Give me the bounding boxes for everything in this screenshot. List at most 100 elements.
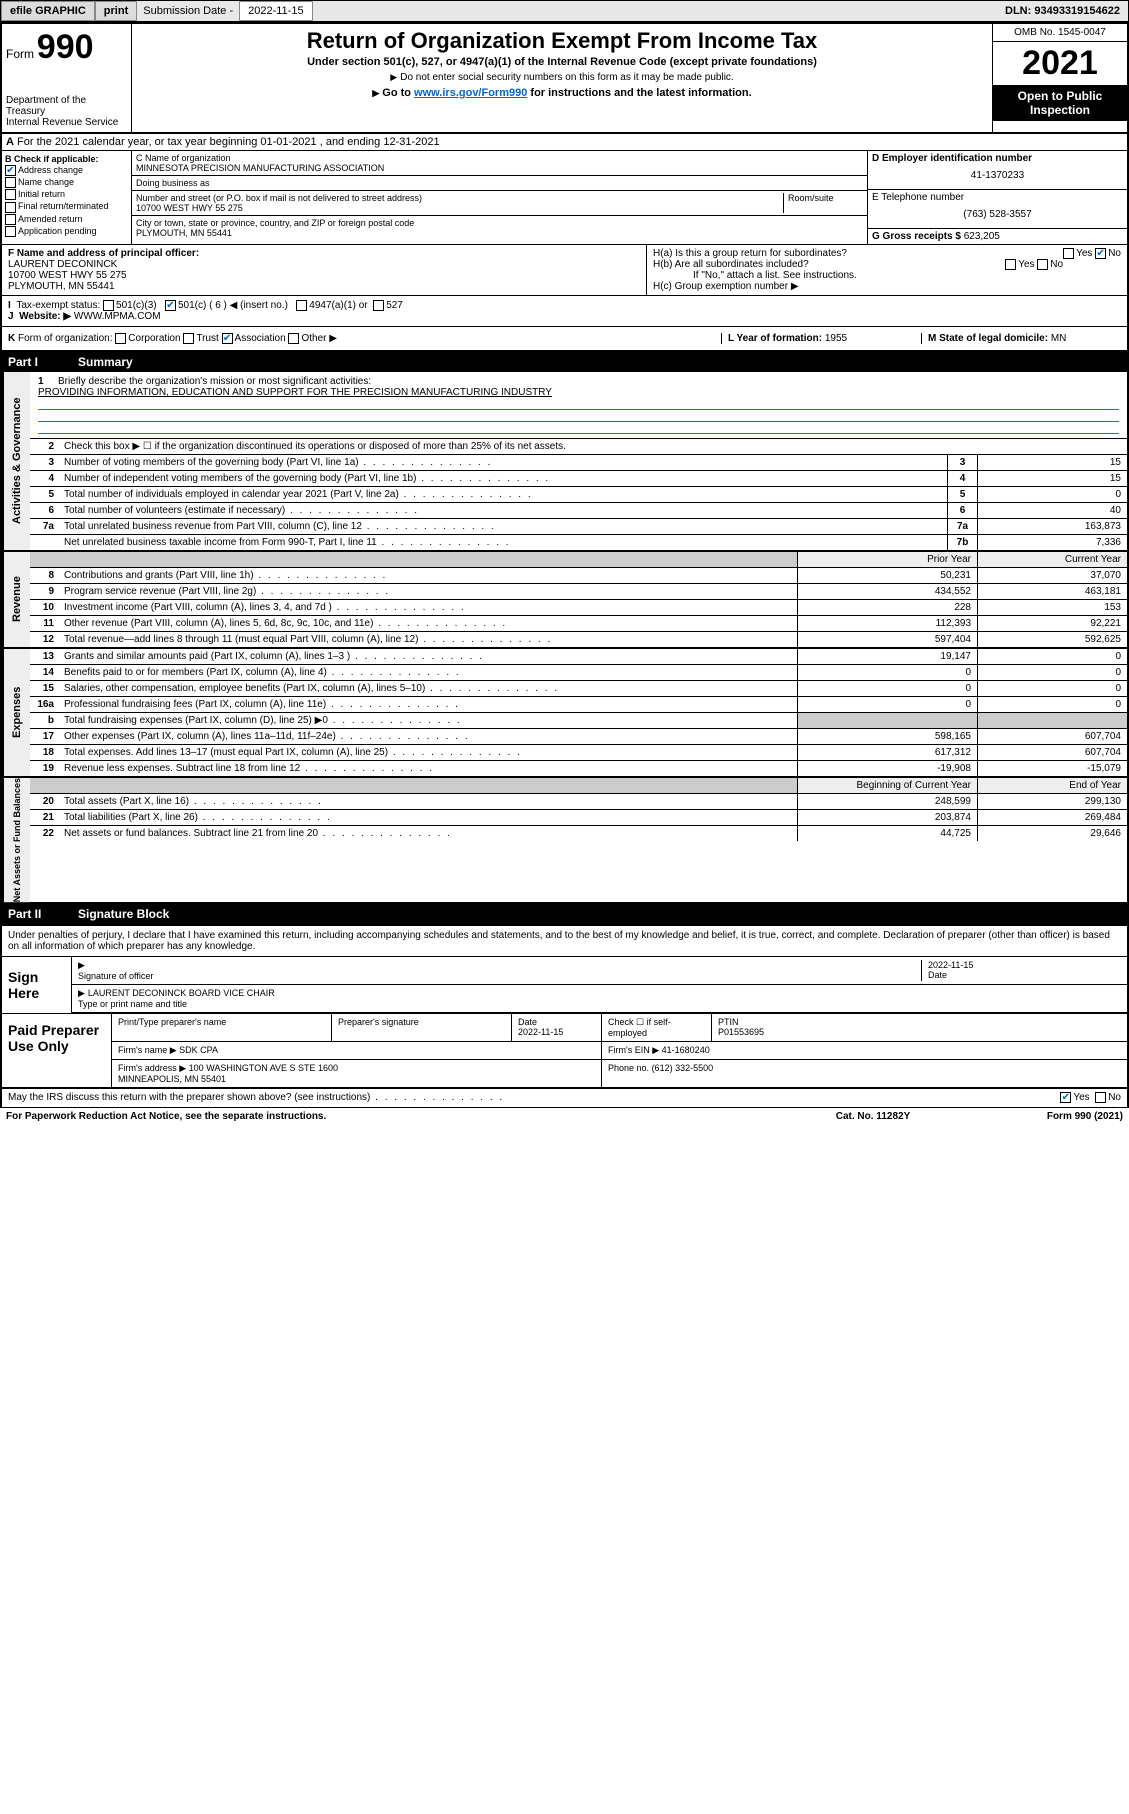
org-name: MINNESOTA PRECISION MANUFACTURING ASSOCI… (136, 163, 863, 173)
ha-yes[interactable] (1063, 248, 1074, 259)
cb-final-return[interactable]: Final return/terminated (5, 201, 128, 212)
tax-year: 2021 (993, 42, 1127, 85)
omb-number: OMB No. 1545-0047 (993, 24, 1127, 42)
principal-officer: LAURENT DECONINCK 10700 WEST HWY 55 275 … (8, 259, 127, 292)
cb-527[interactable] (373, 300, 384, 311)
summary-line: 6Total number of volunteers (estimate if… (30, 503, 1127, 519)
form-ref: Form 990 (2021) (973, 1111, 1123, 1122)
prep-date: 2022-11-15 (518, 1027, 563, 1037)
irs-link[interactable]: www.irs.gov/Form990 (414, 87, 527, 99)
discuss-yes[interactable] (1060, 1092, 1071, 1103)
summary-line: Net unrelated business taxable income fr… (30, 535, 1127, 550)
sign-here-label: Sign Here (2, 957, 72, 1013)
summary-line: 12Total revenue—add lines 8 through 11 (… (30, 632, 1127, 647)
col-d-ein-phone: D Employer identification number 41-1370… (867, 151, 1127, 244)
row-a-tax-year: A For the 2021 calendar year, or tax yea… (0, 134, 1129, 151)
room-suite: Room/suite (783, 193, 863, 213)
expenses-side-label: Expenses (2, 649, 30, 776)
summary-line: 22Net assets or fund balances. Subtract … (30, 826, 1127, 841)
self-employed-check[interactable]: Check ☐ if self-employed (602, 1014, 712, 1041)
summary-line: 14Benefits paid to or for members (Part … (30, 665, 1127, 681)
revenue-section: Revenue Prior Year Current Year 8Contrib… (0, 552, 1129, 649)
penalty-statement: Under penalties of perjury, I declare th… (2, 926, 1127, 957)
summary-line: 19Revenue less expenses. Subtract line 1… (30, 761, 1127, 776)
ssn-note: Do not enter social security numbers on … (136, 72, 988, 83)
form-of-org-row: K Form of organization: Corporation Trus… (0, 327, 1129, 352)
officer-group-return-row: F Name and address of principal officer:… (0, 245, 1129, 296)
cb-app-pending[interactable]: Application pending (5, 226, 128, 237)
current-year-header: Current Year (977, 552, 1127, 567)
line2-checkbox-note: Check this box ▶ ☐ if the organization d… (60, 439, 1127, 454)
summary-line: 20Total assets (Part X, line 16)248,5992… (30, 794, 1127, 810)
form-header: Form 990 Department of the TreasuryInter… (0, 22, 1129, 134)
cat-no: Cat. No. 11282Y (773, 1111, 973, 1122)
summary-line: 17Other expenses (Part IX, column (A), l… (30, 729, 1127, 745)
submission-label: Submission Date - (137, 2, 239, 20)
cb-assoc[interactable] (222, 333, 233, 344)
print-button[interactable]: print (95, 1, 137, 21)
gross-receipts: 623,205 (964, 231, 1000, 242)
dba-label: Doing business as (136, 178, 863, 188)
firm-ein: 41-1680240 (662, 1045, 710, 1055)
summary-line: bTotal fundraising expenses (Part IX, co… (30, 713, 1127, 729)
firm-name: SDK CPA (179, 1045, 218, 1055)
col-b-checkboxes: B Check if applicable: Address change Na… (2, 151, 132, 244)
summary-line: 21Total liabilities (Part X, line 26)203… (30, 810, 1127, 826)
cb-4947[interactable] (296, 300, 307, 311)
form-title: Return of Organization Exempt From Incom… (136, 28, 988, 54)
form-number: 990 (37, 28, 94, 66)
col-c-name-address: C Name of organization MINNESOTA PRECISI… (132, 151, 867, 244)
hb-yes[interactable] (1005, 259, 1016, 270)
cb-trust[interactable] (183, 333, 194, 344)
form-word: Form (6, 47, 34, 61)
mission-block: 1Briefly describe the organization's mis… (30, 372, 1127, 439)
prior-year-header: Prior Year (797, 552, 977, 567)
discuss-preparer-row: May the IRS discuss this return with the… (0, 1089, 1129, 1107)
open-public-badge: Open to PublicInspection (993, 85, 1127, 121)
officer-name-title: LAURENT DECONINCK BOARD VICE CHAIR (88, 988, 275, 998)
sig-date: 2022-11-15 (928, 960, 973, 970)
summary-line: 10Investment income (Part VIII, column (… (30, 600, 1127, 616)
summary-line: 18Total expenses. Add lines 13–17 (must … (30, 745, 1127, 761)
ha-no[interactable] (1095, 248, 1106, 259)
ptin: P01553695 (718, 1027, 764, 1037)
instructions-link: Go to www.irs.gov/Form990 for instructio… (136, 87, 988, 99)
expenses-section: Expenses 13Grants and similar amounts pa… (0, 649, 1129, 778)
cb-amended-return[interactable]: Amended return (5, 214, 128, 225)
signature-block: Under penalties of perjury, I declare th… (0, 924, 1129, 1089)
cb-other[interactable] (288, 333, 299, 344)
cb-name-change[interactable]: Name change (5, 177, 128, 188)
city-state-zip: PLYMOUTH, MN 55441 (136, 228, 863, 238)
summary-line: 8Contributions and grants (Part VIII, li… (30, 568, 1127, 584)
summary-line: 7aTotal unrelated business revenue from … (30, 519, 1127, 535)
begin-year-header: Beginning of Current Year (797, 778, 977, 793)
top-toolbar: efile GRAPHIC print Submission Date - 20… (0, 0, 1129, 22)
firm-phone: (612) 332-5500 (652, 1063, 714, 1073)
footer-row: For Paperwork Reduction Act Notice, see … (0, 1108, 1129, 1125)
revenue-side-label: Revenue (2, 552, 30, 647)
dln-label: DLN: 93493319154622 (997, 2, 1128, 20)
cb-corp[interactable] (115, 333, 126, 344)
cb-501c[interactable] (165, 300, 176, 311)
cb-initial-return[interactable]: Initial return (5, 189, 128, 200)
mission-text: PROVIDING INFORMATION, EDUCATION AND SUP… (38, 387, 552, 398)
cb-501c3[interactable] (103, 300, 114, 311)
netassets-side-label: Net Assets or Fund Balances (2, 778, 30, 902)
paid-preparer-label: Paid Preparer Use Only (2, 1014, 112, 1087)
ein: 41-1370233 (872, 164, 1123, 187)
summary-line: 15Salaries, other compensation, employee… (30, 681, 1127, 697)
efile-button[interactable]: efile GRAPHIC (1, 1, 95, 21)
hb-no[interactable] (1037, 259, 1048, 270)
phone: (763) 528-3557 (872, 203, 1123, 226)
cb-address-change[interactable]: Address change (5, 165, 128, 176)
summary-line: 5Total number of individuals employed in… (30, 487, 1127, 503)
entity-info-block: B Check if applicable: Address change Na… (0, 151, 1129, 245)
governance-side-label: Activities & Governance (2, 372, 30, 550)
hc-group-exemption: H(c) Group exemption number ▶ (653, 281, 1121, 292)
part2-header: Part IISignature Block (0, 904, 1129, 924)
end-year-header: End of Year (977, 778, 1127, 793)
summary-line: 13Grants and similar amounts paid (Part … (30, 649, 1127, 665)
part1-header: Part ISummary (0, 352, 1129, 372)
discuss-no[interactable] (1095, 1092, 1106, 1103)
summary-line: 4Number of independent voting members of… (30, 471, 1127, 487)
